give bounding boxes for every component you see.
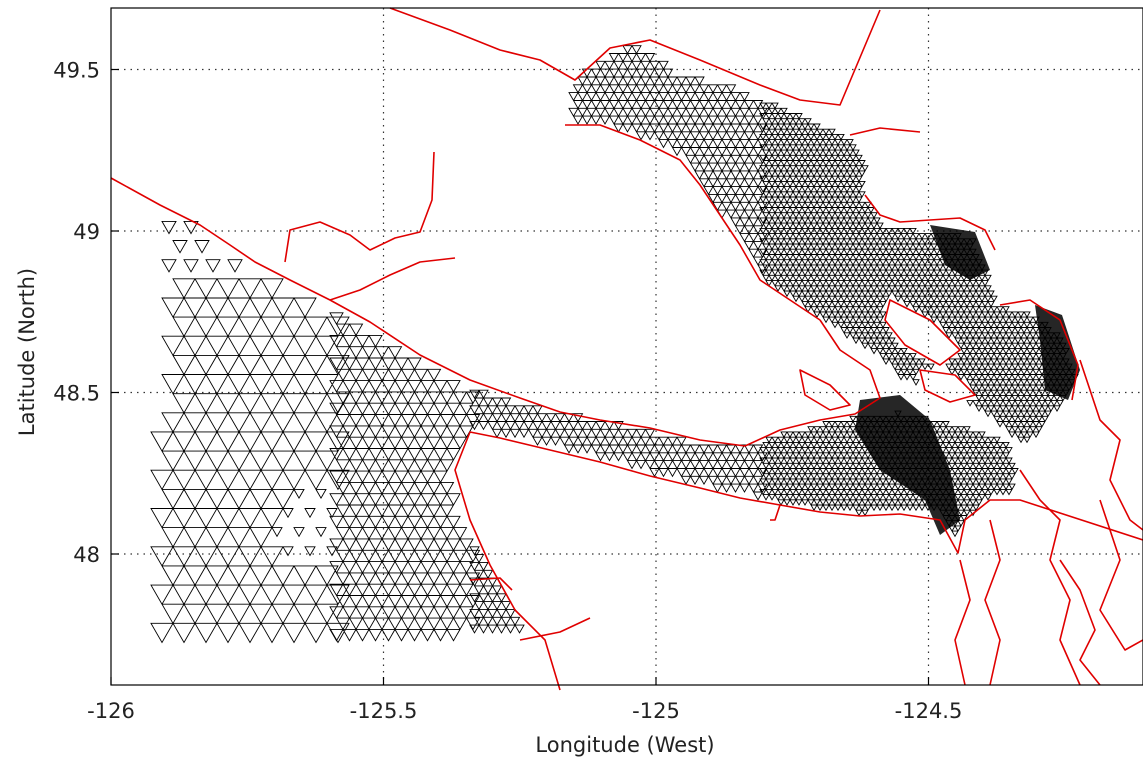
dense-mesh-zone (1035, 305, 1080, 400)
x-tick-label: -126 (87, 699, 135, 723)
coastline-segment (864, 194, 996, 251)
coastline-segment (770, 504, 781, 521)
x-tick-label: -125.5 (350, 699, 418, 723)
coastline-segment (849, 127, 921, 136)
dense-mesh-zone (930, 225, 990, 280)
y-tick-label: 48 (73, 543, 100, 567)
x-tick-label: -124.5 (895, 699, 963, 723)
x-tick-labels: -126-125.5-125-124.5-124-123.5-123-122.5 (87, 699, 963, 723)
coastline (110, 7, 1143, 691)
dense-mesh-zone (855, 395, 960, 535)
island-coastline (884, 299, 961, 366)
coastline-segment (1099, 499, 1143, 651)
mesh-triangles (150, 45, 1079, 644)
coastline-segment (984, 519, 1001, 686)
coastline-segment (454, 431, 1143, 691)
finite-element-mesh (150, 45, 1080, 644)
island-coastline (799, 369, 851, 411)
coastline-segment (284, 151, 435, 263)
coastline-segment (954, 559, 971, 686)
y-tick-label: 49.5 (53, 59, 100, 83)
coastline-segment (329, 257, 456, 301)
y-tick-label: 49 (73, 220, 100, 244)
coastline-segment (519, 617, 591, 641)
coastline-segment (565, 124, 821, 321)
island-coastline (919, 369, 976, 403)
coastline-segment (110, 177, 881, 447)
y-tick-label: 48.5 (53, 382, 100, 406)
y-tick-labels: 48 48.5 49 49.5 (53, 59, 100, 568)
coastline-segment (999, 299, 1079, 401)
coastline-segment (1019, 469, 1081, 686)
x-tick-label: -125 (632, 699, 680, 723)
coastline-segment (389, 7, 881, 106)
coastline-segment (1059, 559, 1101, 686)
y-axis-label: Latitude (North) (15, 268, 39, 436)
axes-frame (110, 7, 1143, 686)
coastline-segment (469, 577, 513, 591)
coastline-segment (1079, 359, 1143, 531)
x-axis-label: Longitude (West) (535, 733, 714, 757)
